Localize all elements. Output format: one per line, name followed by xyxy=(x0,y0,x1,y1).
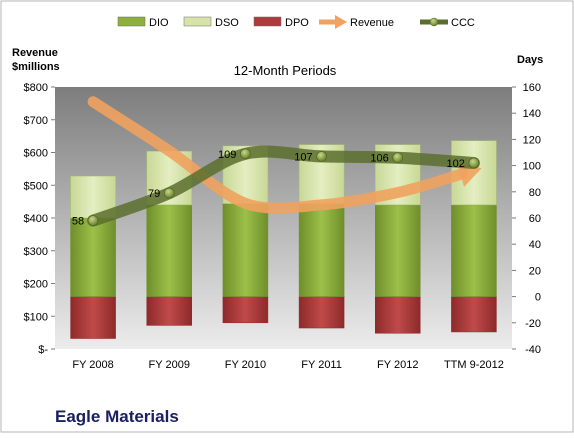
ccc-point xyxy=(392,152,404,164)
dio-bar xyxy=(222,203,269,297)
ccc-point xyxy=(468,157,480,169)
dio-bar xyxy=(298,203,345,297)
right-tick-label: 60 xyxy=(529,213,541,225)
ccc-data-label: 58 xyxy=(72,216,84,228)
dpo-bar xyxy=(70,296,116,339)
ccc-data-label: 109 xyxy=(218,149,236,161)
left-tick-label: $800 xyxy=(24,82,48,94)
revenue-line xyxy=(87,96,468,214)
left-tick-label: $400 xyxy=(24,213,48,225)
right-tick-label: -40 xyxy=(525,344,541,356)
dpo-bar xyxy=(222,296,269,324)
legend-swatch-dso xyxy=(183,16,212,27)
left-tick-label: $- xyxy=(38,344,48,356)
legend-swatch-dpo xyxy=(253,16,282,27)
legend-label: CCC xyxy=(451,17,475,29)
x-category-label: FY 2011 xyxy=(301,359,342,371)
legend-label: DSO xyxy=(215,17,239,29)
left-tick-label: $300 xyxy=(24,246,48,258)
x-category-label: FY 2009 xyxy=(149,359,190,371)
ccc-point xyxy=(163,187,175,199)
legend-label: DIO xyxy=(149,17,169,29)
right-tick-label: 80 xyxy=(529,187,541,199)
right-tick-label: 160 xyxy=(523,82,541,94)
dpo-bar xyxy=(451,296,497,333)
right-tick-label: 40 xyxy=(529,239,541,251)
right-tick-label: 0 xyxy=(535,292,541,304)
dpo-bar xyxy=(375,296,421,334)
ccc-data-label: 106 xyxy=(370,153,388,165)
dpo-bar xyxy=(146,296,192,326)
legend-swatch-dio xyxy=(117,16,146,27)
dio-bar xyxy=(451,204,497,297)
dpo-bar xyxy=(298,296,345,329)
left-tick-label: $600 xyxy=(24,148,48,160)
dio-bar xyxy=(146,204,192,297)
ccc-data-label: 102 xyxy=(447,158,465,170)
left-tick-label: $100 xyxy=(24,311,48,323)
x-category-label: FY 2012 xyxy=(377,359,418,371)
ccc-point xyxy=(240,148,251,160)
right-tick-label: 100 xyxy=(523,161,541,173)
legend-label: Revenue xyxy=(350,17,394,29)
legend-label: DPO xyxy=(285,17,309,29)
chart-title: 12-Month Periods xyxy=(234,63,337,78)
x-category-label: TTM 9-2012 xyxy=(444,359,504,371)
left-tick-label: $500 xyxy=(24,180,48,192)
company-name: Eagle Materials xyxy=(55,407,179,426)
legend-revenue-arrowhead xyxy=(335,15,347,29)
ccc-point xyxy=(87,215,99,226)
x-category-label: FY 2008 xyxy=(72,359,113,371)
right-tick-label: 140 xyxy=(523,108,541,120)
right-tick-label: 20 xyxy=(529,265,541,277)
x-category-label: FY 2010 xyxy=(225,359,266,371)
left-axis-label: Revenue xyxy=(12,47,58,59)
legend-ccc-marker xyxy=(429,17,439,27)
ccc-data-label: 107 xyxy=(294,151,312,163)
right-axis-label: Days xyxy=(517,54,543,66)
dio-bar xyxy=(375,204,421,297)
dio-bar xyxy=(70,217,116,297)
right-tick-label: 120 xyxy=(523,134,541,146)
left-tick-label: $200 xyxy=(24,279,48,291)
legend: DIO DSO DPO Revenue CCC xyxy=(117,15,475,29)
right-tick-label: -20 xyxy=(525,318,541,330)
ccc-point xyxy=(316,151,327,162)
left-axis-label-units: $millions xyxy=(12,61,60,73)
left-tick-label: $700 xyxy=(24,115,48,127)
ccc-data-label: 79 xyxy=(148,188,160,200)
